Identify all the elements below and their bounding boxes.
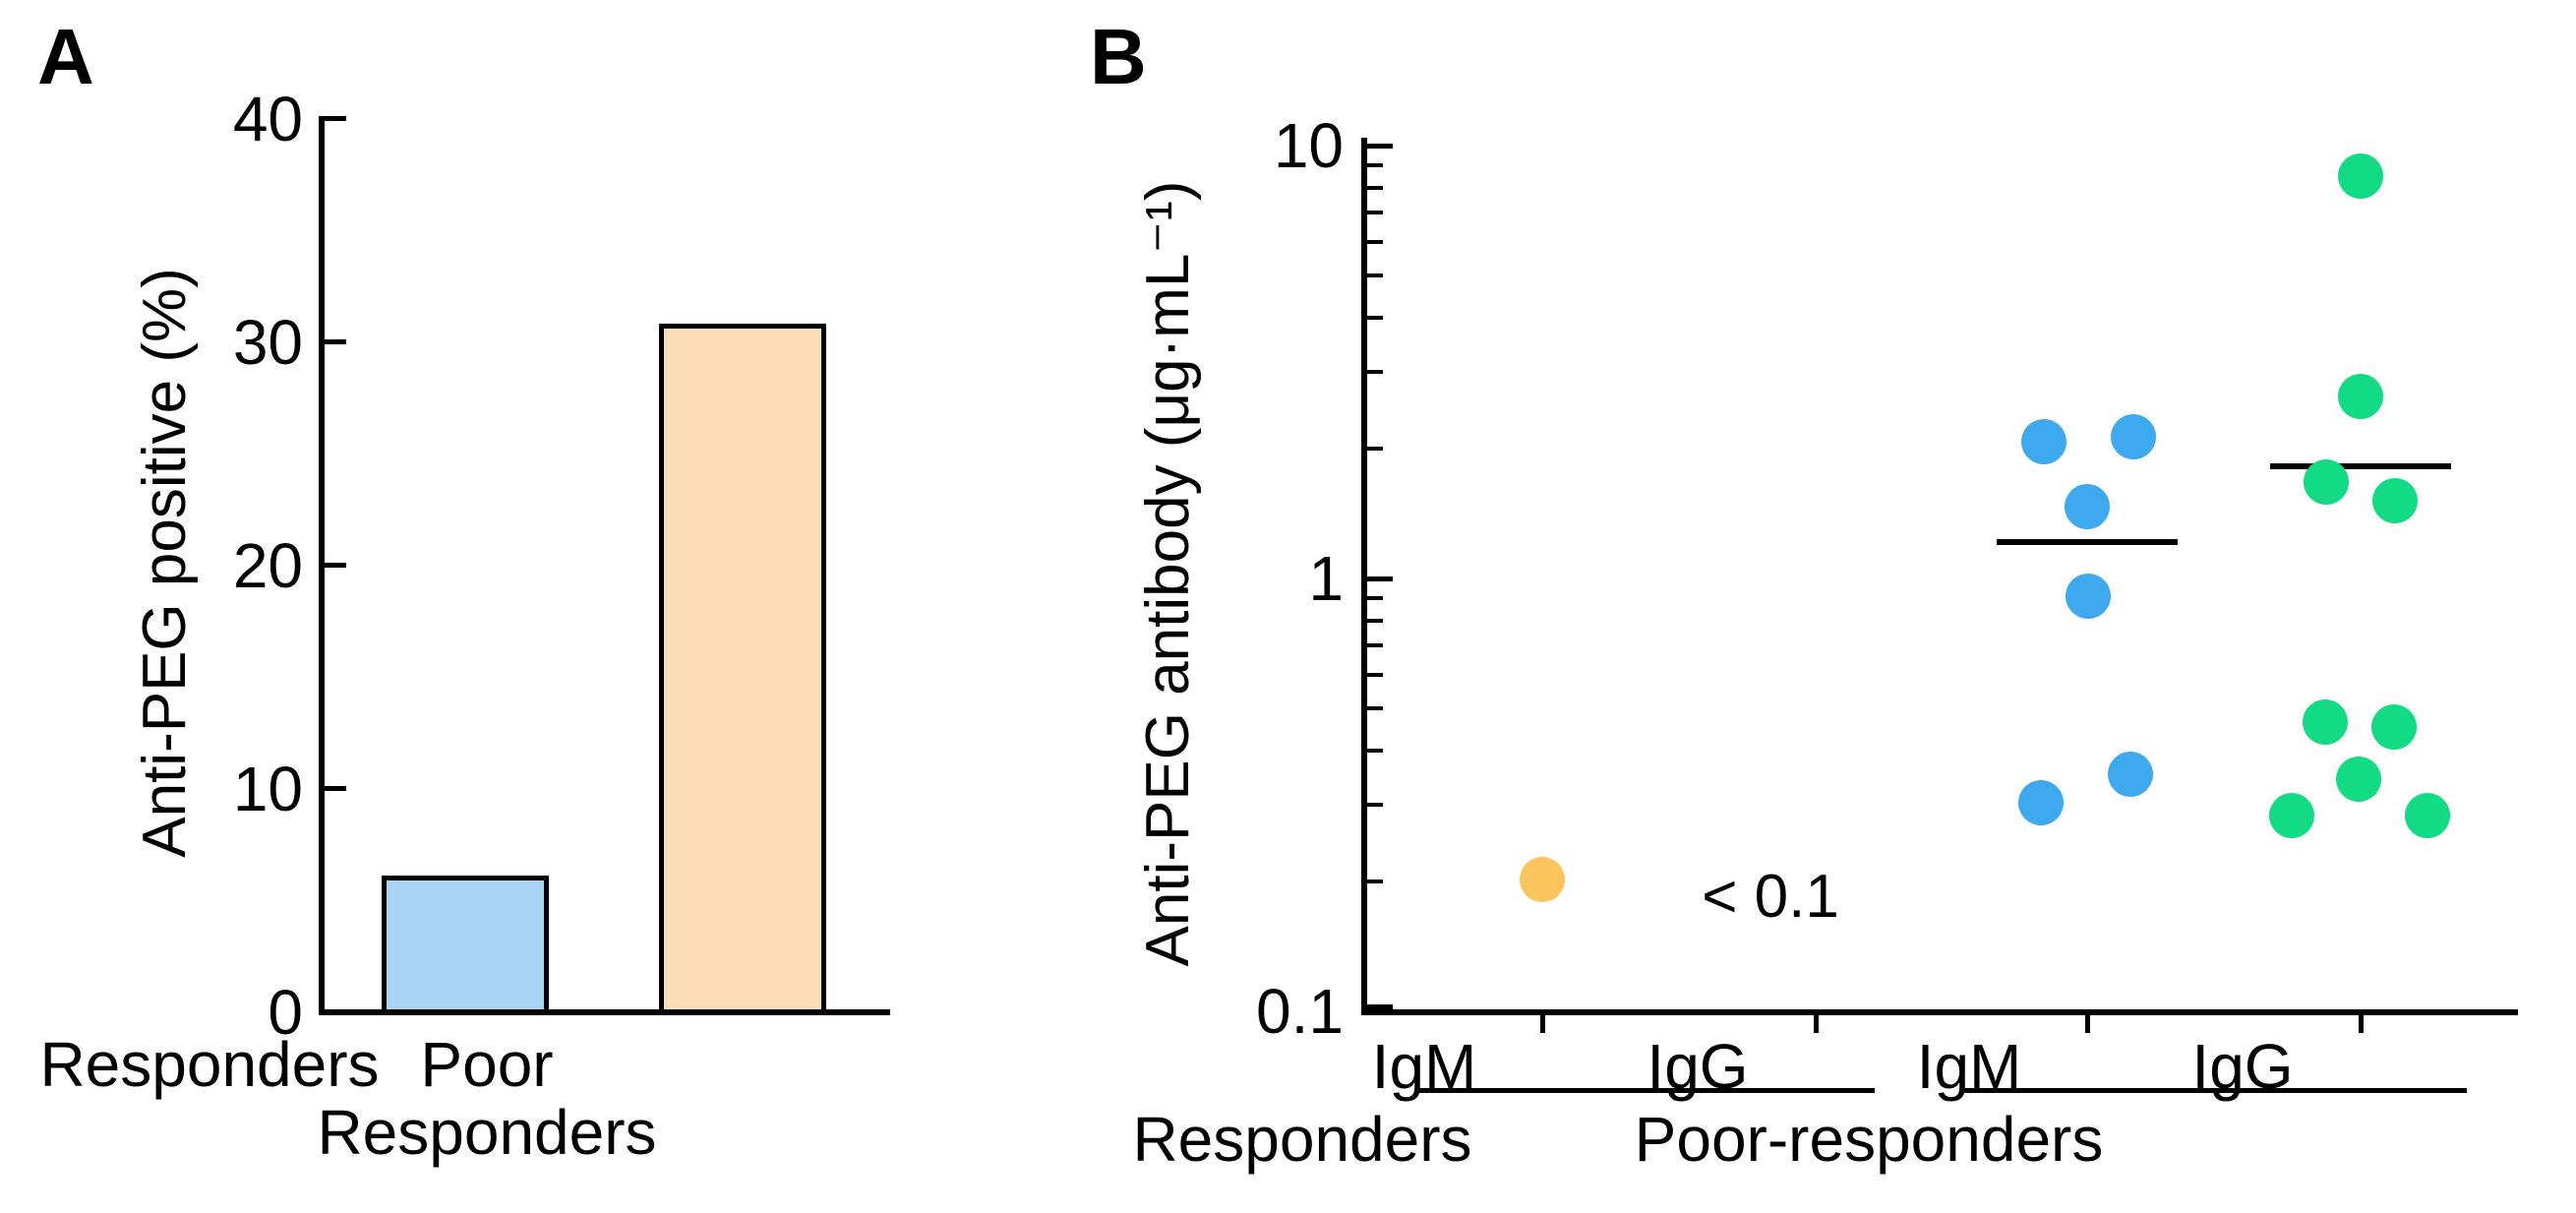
panel-a-y-tick-label: 0 <box>268 977 303 1048</box>
panel-a-y-tick <box>325 339 346 344</box>
panel-b-x-tick <box>2085 1015 2090 1033</box>
data-point-poor-responders-igm <box>2066 574 2111 620</box>
bar-responders <box>382 875 549 1014</box>
panel-a-y-tick <box>325 116 346 121</box>
panel-b-y-minor-tick <box>1367 185 1383 190</box>
panel-b-x-tick <box>1814 1015 1819 1033</box>
panel-b-y-minor-tick <box>1367 446 1383 451</box>
data-point-poor-responders-igg <box>2338 153 2383 200</box>
data-point-poor-responders-igg <box>2405 793 2450 839</box>
data-point-poor-responders-igm <box>2018 780 2064 826</box>
panel-b-y-major-tick <box>1367 576 1393 581</box>
below-detection-annotation: < 0.1 <box>1702 863 1839 931</box>
panel-b-y-minor-tick <box>1367 706 1383 711</box>
panel-a-y-tick <box>325 786 346 791</box>
panel-b-y-minor-tick <box>1367 370 1383 375</box>
panel-b-y-minor-tick <box>1367 879 1383 883</box>
data-point-poor-responders-igg <box>2371 703 2417 750</box>
panel-b-y-minor-tick <box>1367 749 1383 754</box>
median-line-igm-poor-responders <box>1997 539 2178 546</box>
panel-b-y-minor-tick <box>1367 273 1383 278</box>
data-point-poor-responders-igm <box>2111 414 2156 460</box>
data-point-poor-responders-igg <box>2338 374 2383 420</box>
panel-b-y-minor-tick <box>1367 163 1383 168</box>
data-point-poor-responders-igg <box>2303 699 2348 746</box>
panel-b-y-minor-tick <box>1367 672 1383 677</box>
panel-b-y-tick-label: 0.1 <box>1256 976 1344 1047</box>
panel-b-y-minor-tick <box>1367 211 1383 215</box>
panel-b-y-minor-tick <box>1367 618 1383 623</box>
bar-poor-responders <box>659 324 826 1014</box>
data-point-poor-responders-igg <box>2304 459 2349 506</box>
panel-a-label: A <box>37 13 94 100</box>
panel-a-y-tick-label: 30 <box>232 307 303 378</box>
data-point-poor-responders-igg <box>2269 793 2314 839</box>
panel-b-x-tick <box>1540 1015 1545 1033</box>
panel-a-y-tick-label: 10 <box>232 754 303 824</box>
panel-b-y-axis <box>1361 138 1367 1015</box>
panel-b-y-major-tick <box>1367 1004 1393 1009</box>
panel-b-y-minor-tick <box>1367 803 1383 808</box>
panel-b-y-minor-tick <box>1367 643 1383 648</box>
data-point-poor-responders-igm <box>2021 418 2067 464</box>
data-point-poor-responders-igm <box>2065 483 2110 529</box>
panel-a-y-tick-label: 40 <box>232 84 303 154</box>
panel-a-x-axis <box>319 1009 890 1015</box>
panel-b-x-tick <box>2359 1015 2364 1033</box>
data-point-poor-responders-igg <box>2372 477 2418 523</box>
group-underline <box>1959 1088 2467 1093</box>
group-underline <box>1418 1088 1875 1093</box>
panel-a-y-axis <box>319 116 325 1015</box>
panel-b-y-tick-label: 1 <box>1308 543 1344 614</box>
data-point-responders-igm <box>1520 856 1565 902</box>
data-point-poor-responders-igm <box>2108 751 2153 797</box>
data-point-poor-responders-igg <box>2336 757 2381 803</box>
panel-b-y-tick-label: 10 <box>1273 110 1344 181</box>
panel-a-y-tick-label: 20 <box>232 530 303 601</box>
panel-b-y-minor-tick <box>1367 316 1383 321</box>
panel-a-category-label: Poor Responders <box>317 1029 657 1169</box>
panel-b-label: B <box>1090 13 1147 100</box>
panel-b-y-minor-tick <box>1367 596 1383 601</box>
panel-b-y-minor-tick <box>1367 239 1383 244</box>
panel-a-category-label: Responders <box>39 1029 380 1100</box>
median-line-igg-poor-responders <box>2270 462 2451 469</box>
panel-b-y-major-tick <box>1367 144 1393 149</box>
panel-b-group-label: Poor-responders <box>1634 1104 2104 1175</box>
panel-a-y-tick <box>325 563 346 568</box>
panel-b-x-axis <box>1361 1009 2518 1015</box>
panel-b-group-label: Responders <box>1132 1104 1472 1175</box>
